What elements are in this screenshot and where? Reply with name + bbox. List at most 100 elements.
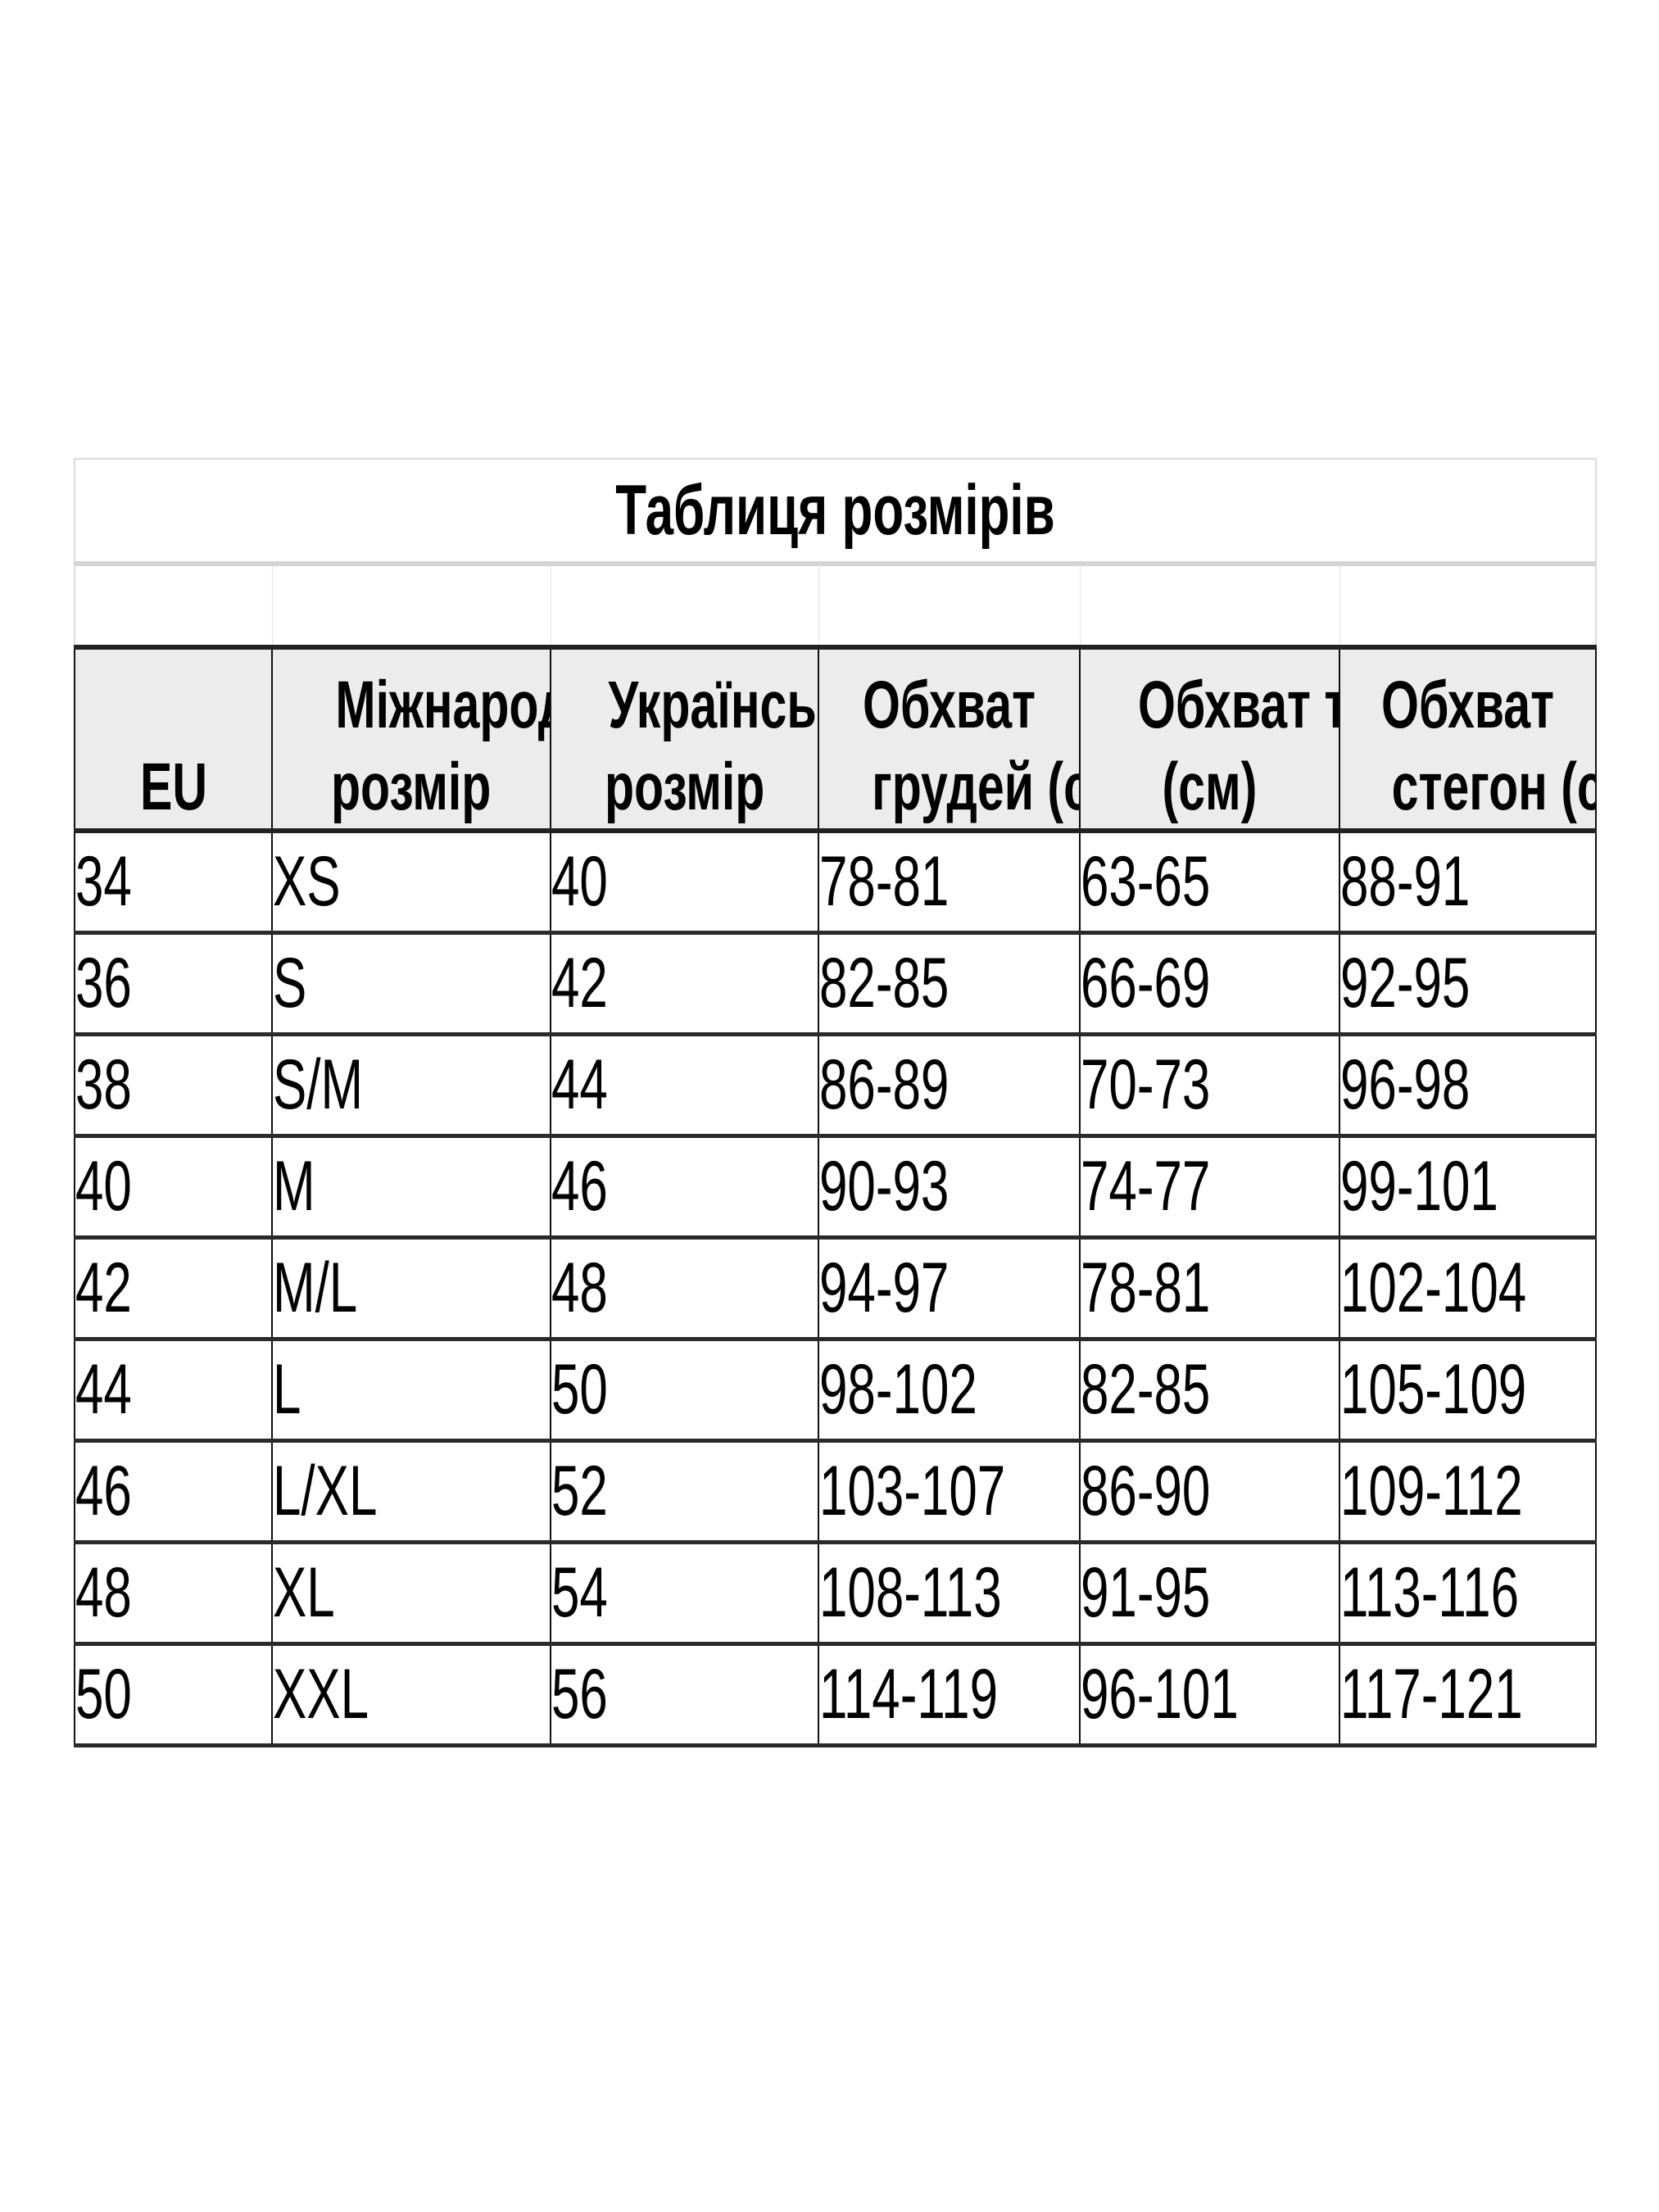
cell-value: 42: [551, 944, 608, 1022]
header-eu: EU: [74, 645, 273, 833]
cell-chest: 114-119: [818, 1643, 1081, 1747]
cell-value: 48: [75, 1553, 132, 1632]
header-label: Обхват талії: [1137, 668, 1338, 742]
cell-value: 34: [75, 842, 132, 921]
header-ukrainian-size: Український розмір: [550, 645, 819, 833]
cell-value: 102-104: [1340, 1249, 1527, 1327]
empty-cell: [74, 564, 273, 647]
cell-eu: 42: [74, 1237, 273, 1341]
table-row: 38 S/M 44 86-89 70-73 96-98: [74, 1034, 1598, 1138]
cell-eu: 36: [74, 932, 273, 1036]
header-label: грудей (см): [872, 750, 1078, 824]
title-row: Таблиця розмірів: [73, 458, 1598, 566]
cell-value: 98-102: [819, 1350, 977, 1429]
header-label: Обхват: [1381, 668, 1555, 742]
cell-hips: 113-116: [1338, 1542, 1598, 1646]
cell-waist: 91-95: [1079, 1542, 1340, 1646]
cell-value: 66-69: [1081, 944, 1211, 1022]
cell-value: 82-85: [819, 944, 950, 1022]
cell-ukrainian-size: 40: [550, 831, 819, 935]
cell-value: XXL: [273, 1655, 369, 1734]
cell-value: 82-85: [1081, 1350, 1211, 1429]
cell-value: 63-65: [1081, 842, 1211, 921]
cell-value: 46: [551, 1147, 608, 1226]
table-title: Таблиця розмірів: [615, 470, 1055, 550]
cell-waist: 78-81: [1079, 1237, 1340, 1341]
cell-waist: 70-73: [1079, 1034, 1340, 1138]
cell-value: 96-98: [1340, 1045, 1471, 1124]
header-label: (см): [1162, 750, 1258, 824]
cell-waist: 82-85: [1079, 1339, 1340, 1443]
cell-value: 78-81: [1081, 1249, 1211, 1327]
header-label: EU: [139, 750, 207, 824]
cell-value: XS: [273, 842, 341, 921]
empty-cell: [1339, 564, 1598, 647]
header-label: розмір: [331, 750, 492, 824]
cell-waist: 66-69: [1079, 932, 1340, 1036]
cell-value: 86-90: [1081, 1452, 1211, 1530]
cell-eu: 48: [74, 1542, 273, 1646]
cell-ukrainian-size: 54: [550, 1542, 819, 1646]
cell-value: 50: [75, 1655, 132, 1734]
cell-value: S/M: [273, 1045, 364, 1124]
cell-value: 108-113: [819, 1553, 1002, 1632]
cell-hips: 96-98: [1338, 1034, 1598, 1138]
cell-value: 40: [75, 1147, 132, 1226]
header-international-size: Міжнародний розмір: [271, 645, 551, 833]
cell-international-size: XL: [271, 1542, 551, 1646]
header-waist: Обхват талії (см): [1079, 645, 1340, 833]
cell-hips: 117-121: [1338, 1643, 1598, 1747]
table-row: 34 XS 40 78-81 63-65 88-91: [74, 831, 1598, 935]
cell-value: 50: [551, 1350, 608, 1429]
table-row: 44 L 50 98-102 82-85 105-109: [74, 1339, 1598, 1443]
cell-ukrainian-size: 52: [550, 1440, 819, 1544]
table-row: 36 S 42 82-85 66-69 92-95: [74, 932, 1598, 1036]
cell-waist: 86-90: [1079, 1440, 1340, 1544]
cell-chest: 78-81: [818, 831, 1081, 935]
header-chest: Обхват грудей (см): [818, 645, 1081, 833]
header-label: Обхват: [862, 668, 1036, 742]
cell-value: 46: [75, 1452, 132, 1530]
cell-value: 44: [75, 1350, 132, 1429]
cell-chest: 108-113: [818, 1542, 1081, 1646]
header-label: стегон (см): [1391, 750, 1594, 824]
cell-waist: 96-101: [1079, 1643, 1340, 1747]
empty-cell: [818, 564, 1081, 647]
cell-value: 96-101: [1081, 1655, 1239, 1734]
table-row: 42 M/L 48 94-97 78-81 102-104: [74, 1237, 1598, 1341]
cell-value: 38: [75, 1045, 132, 1124]
header-label: розмір: [604, 750, 765, 824]
cell-value: 40: [551, 842, 608, 921]
cell-hips: 88-91: [1338, 831, 1598, 935]
header-row: EU Міжнародний розмір Український розмір Обхв…: [74, 645, 1598, 833]
cell-eu: 38: [74, 1034, 273, 1138]
cell-international-size: XXL: [271, 1643, 551, 1747]
cell-value: 88-91: [1340, 842, 1471, 921]
header-hips: Обхват стегон (см): [1338, 645, 1598, 833]
cell-waist: 74-77: [1079, 1135, 1340, 1240]
cell-value: M/L: [273, 1249, 358, 1327]
cell-value: XL: [273, 1553, 335, 1632]
cell-ukrainian-size: 42: [550, 932, 819, 1036]
empty-cell: [271, 564, 551, 647]
cell-international-size: L: [271, 1339, 551, 1443]
cell-international-size: L/XL: [271, 1440, 551, 1544]
cell-value: 99-101: [1340, 1147, 1498, 1226]
cell-value: 105-109: [1340, 1350, 1527, 1429]
cell-value: 44: [551, 1045, 608, 1124]
cell-value: 117-121: [1340, 1655, 1523, 1734]
cell-value: 74-77: [1081, 1147, 1211, 1226]
table-row: 50 XXL 56 114-119 96-101 117-121: [74, 1643, 1598, 1747]
cell-eu: 50: [74, 1643, 273, 1747]
cell-eu: 34: [74, 831, 273, 935]
cell-eu: 46: [74, 1440, 273, 1544]
empty-cell: [1079, 564, 1340, 647]
cell-ukrainian-size: 56: [550, 1643, 819, 1747]
cell-value: 103-107: [819, 1452, 1006, 1530]
cell-international-size: S: [271, 932, 551, 1036]
cell-chest: 90-93: [818, 1135, 1081, 1240]
cell-international-size: M: [271, 1135, 551, 1240]
cell-ukrainian-size: 46: [550, 1135, 819, 1240]
cell-value: 42: [75, 1249, 132, 1327]
cell-chest: 98-102: [818, 1339, 1081, 1443]
